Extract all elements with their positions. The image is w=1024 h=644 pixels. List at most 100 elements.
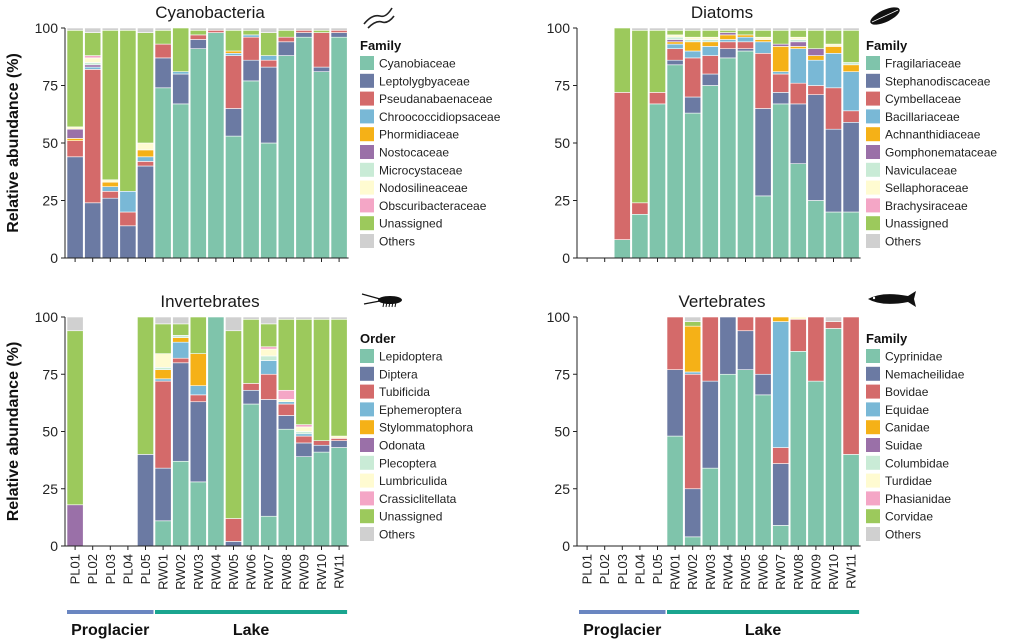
bar-segment-rw03-diptera [189,401,207,483]
bar-segment-rw02-nemacheilidae [684,488,702,538]
bar-segment-rw10-cyanobiaceae [313,71,330,259]
legend: Family Fragilariaceae Stephanodiscaceae Cym… [866,38,997,249]
bar-segment-rw01-bacillariaceae [666,43,684,49]
bar-segment-rw11-naviculaceae [842,62,860,66]
bar-segment-rw02-corvidae [684,321,702,327]
bar-segment-rw03-sellaphoraceae [701,36,719,40]
bar-segment-rw08-leptolygbyaceae [277,41,295,56]
bar-segment-rw09-others [295,316,313,320]
bar-segment-rw02-fragilariaceae [684,112,702,259]
legend-label-stylommatophora: Stylommatophora [379,421,473,435]
legend-swatch-corvidae [866,509,880,524]
bar-segment-rw03-naviculaceae [701,39,719,43]
bar-segment-rw07-plecoptera [260,355,278,361]
bar-segment-pl01-nostocaceae [66,128,84,139]
legend-swatch-leptolygbyaceae [360,73,374,88]
bar-segment-rw08-stephanodiscaceae [789,103,807,165]
legend-swatch-unassigned [866,216,880,231]
y-tick-label: 25 [42,481,58,497]
x-tick-label: RW09 [808,554,823,590]
bar-segment-rw05-pseudanabaenaceae [225,55,242,109]
bar-segment-rw11-leptolygbyaceae [330,32,348,38]
bar-segment-rw07-ephemeroptera [260,360,278,375]
bar-segment-rw06-others [242,27,260,31]
bar-segment-rw07-equidae [772,321,790,448]
legend-label-cyprinidae: Cyprinidae [885,350,943,364]
bar-segment-rw08-diptera [277,415,295,430]
bar-segment-rw04-pseudanabaenaceae [207,29,225,33]
x-tick-label: RW04 [208,554,223,590]
cyanobacteria-filament-icon [363,7,395,29]
bar-segment-rw06-others [242,316,260,320]
bar-segment-rw07-pseudanabaenaceae [260,59,278,68]
y-tick-label: 75 [554,366,570,382]
bar-segment-rw09-crassiclitellata [295,424,313,428]
legend-swatch-others [360,527,374,541]
bar-segment-rw09-cyanobiaceae [295,36,313,259]
legend-label-equidae: Equidae [885,403,929,417]
bar-segment-rw01-fragilariaceae [666,64,684,259]
bar-segment-pl03-unassigned [613,27,631,93]
bar-segment-pl04-others [119,27,137,31]
bar-segment-rw10-cymbellaceae [825,87,842,130]
bar-segment-rw01-plecoptera [154,367,172,370]
bar-segment-rw01-others [154,316,172,325]
bar-segment-rw01-cymbellaceae [666,48,684,61]
bar-segment-rw02-canidae [684,325,702,373]
legend-label-bacillariaceae: Bacillariaceae [885,110,960,124]
bar-segment-rw03-leptolygbyaceae [189,39,207,49]
bar-segment-pl04-pseudanabaenaceae [119,211,137,227]
bar-segment-rw01-gomphonemataceae [666,39,684,43]
group-bar-lake [155,610,348,614]
bar-segment-pl05-others [649,27,666,31]
bar-segment-pl05-unassigned [137,32,154,144]
bar-segment-rw03-unassigned [189,29,207,36]
legend-swatch-others [360,234,374,248]
bar-segment-rw06-pseudanabaenaceae [242,36,260,61]
bar-segment-rw09-bacillariaceae [807,59,825,86]
bar-segment-rw08-bovidae [789,318,807,352]
bar-segment-pl04-unassigned [631,29,649,204]
legend-label-cymbellaceae: Cymbellaceae [885,92,961,106]
y-tick-label: 50 [42,424,58,440]
bar-segment-rw10-pseudanabaenaceae [313,32,330,68]
bar-segment-rw09-lepidoptera [295,456,313,547]
bar-segment-rw10-others [313,316,330,320]
x-tick-label: RW10 [826,554,841,590]
bar-segment-rw10-others [825,316,842,322]
bar-segment-pl05-unassigned [137,316,154,455]
bar-segment-rw08-pseudanabaenaceae [277,36,295,43]
bar-segment-pl04-chroococcidiopsaceae [119,191,137,213]
bar-segment-rw07-gomphonemataceae [772,43,790,47]
bar-segment-rw06-bovidae [754,316,772,375]
bar-segment-rw03-stylommatophora [189,353,207,387]
bar-segment-rw05-tubificida [225,518,242,542]
x-tick-label: RW06 [756,554,771,590]
y-tick-label: 0 [50,538,58,554]
legend: Family Cyprinidae Nemacheilidae Bovidae Equi… [866,331,965,542]
bar-segment-rw03-unassigned [189,316,207,354]
bar-segment-rw02-others [684,27,702,31]
bar-segment-rw10-bacillariaceae [825,52,842,89]
bar-segment-rw04-cyprinidae [719,373,737,547]
bar-segment-rw09-pseudanabaenaceae [295,29,313,33]
bar-segment-rw02-stephanodiscaceae [684,96,702,114]
bar-segment-pl02-unassigned [84,32,102,56]
bar-segment-rw07-unassigned [772,29,790,45]
panel-vertebrates: Vertebrates 0 25 50 75 100 PL01 PL02 PL03 PL04 PL0… [547,291,965,639]
bar-segment-rw10-tubificida [313,440,330,446]
x-tick-label: RW11 [332,554,347,589]
legend: Family Cyanobiaceae Leptolygbyaceae Pseudan… [360,38,501,249]
bar-segment-pl01-pseudanabaenaceae [66,140,84,158]
bar-segment-rw05-leptolygbyaceae [225,108,242,137]
bar-segment-rw01-naviculaceae [666,36,684,40]
bar-segment-rw05-others [225,316,242,332]
bar-segment-rw08-naviculaceae [789,39,807,43]
legend-title: Family [866,38,908,53]
legend-label-columbidae: Columbidae [885,456,949,470]
bar-segment-rw06-chroococcidiopsaceae [242,34,260,38]
bar-segment-pl04-leptolygbyaceae [119,225,137,259]
bar-segment-rw01-others [154,27,172,31]
legend-label-others: Others [885,235,921,249]
